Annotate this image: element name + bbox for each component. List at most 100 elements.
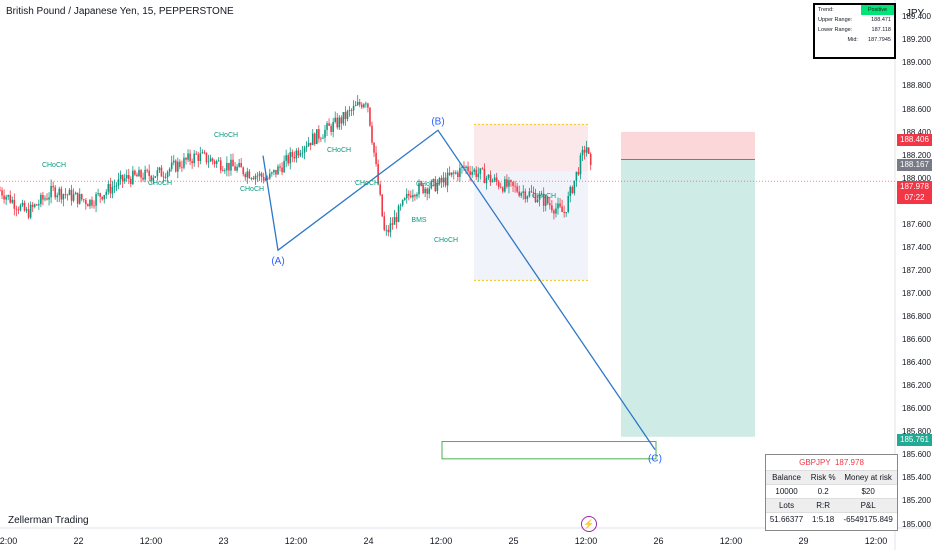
candle-body <box>252 178 255 180</box>
candle-body <box>209 158 212 162</box>
target-box <box>441 441 657 460</box>
candle-body <box>365 103 367 105</box>
candle-body <box>0 190 1 192</box>
candle-body <box>262 176 265 181</box>
candle-body <box>230 159 232 171</box>
candle-body <box>111 187 114 194</box>
y-tick-label: 185.200 <box>902 496 931 506</box>
x-tick-label: 12:00 <box>864 536 888 546</box>
candle-body <box>142 177 144 180</box>
candle-body <box>432 179 435 181</box>
candle-body <box>115 185 118 187</box>
candle-body <box>242 167 245 175</box>
candle-body <box>430 180 433 189</box>
candle-body <box>121 174 124 182</box>
candle-body <box>475 169 478 177</box>
pnl-value: -6549175.849 <box>839 512 897 526</box>
candle-body <box>78 194 81 204</box>
candle-body <box>185 157 187 160</box>
candle-body <box>301 152 304 154</box>
mid-value: 187.7945 <box>868 37 891 43</box>
candle-body <box>526 196 529 200</box>
wave-label: (A) <box>271 256 284 267</box>
candle-body <box>448 172 451 175</box>
candle-body <box>101 196 103 200</box>
candle-body <box>91 199 93 206</box>
candle-body <box>340 117 343 124</box>
candle-body <box>17 209 20 211</box>
y-tick-label: 185.000 <box>902 519 931 529</box>
target-price-tag: 185.761 <box>897 434 932 446</box>
x-tick-label: 25 <box>508 536 519 546</box>
candle-body <box>21 202 24 206</box>
candle-body <box>461 166 463 168</box>
candle-body <box>64 194 67 195</box>
lightning-icon[interactable]: ⚡ <box>581 516 597 532</box>
candle-body <box>426 188 428 194</box>
y-tick-label: 188.400 <box>902 127 931 137</box>
candle-body <box>269 173 271 179</box>
candle-body <box>401 199 404 206</box>
lower-range-value: 187.118 <box>871 27 891 33</box>
y-tick-label: 185.600 <box>902 450 931 460</box>
candle-body <box>569 187 572 197</box>
structure-label: CHoCH <box>240 186 264 193</box>
candle-body <box>132 170 134 185</box>
candle-body <box>528 191 531 197</box>
money-at-risk-header: Money at risk <box>839 470 897 485</box>
candle-body <box>68 189 71 196</box>
structure-label: CHoCH <box>42 162 66 169</box>
wave-label: (B) <box>431 116 444 127</box>
trend-label: Trend: <box>818 7 834 13</box>
wave-line <box>262 129 656 450</box>
structure-label: BMS <box>411 217 427 224</box>
candle-body <box>318 129 320 139</box>
money-at-risk-value: $20 <box>839 484 897 499</box>
candle-body <box>38 204 40 206</box>
candle-body <box>109 184 112 194</box>
candle-body <box>395 216 398 222</box>
x-tick-label: 29 <box>798 536 809 546</box>
candle-body <box>538 194 541 200</box>
candle-body <box>510 180 512 182</box>
candle-body <box>136 174 138 177</box>
candle-body <box>313 133 316 145</box>
candle-body <box>311 133 314 146</box>
candle-body <box>571 187 574 194</box>
candle-body <box>89 199 91 207</box>
candle-body <box>567 196 570 212</box>
candle-body <box>324 129 326 138</box>
candle-body <box>442 177 445 183</box>
candle-body <box>160 167 163 177</box>
structure-label: CHoCH <box>434 237 458 244</box>
candle-body <box>35 204 38 206</box>
candle-body <box>440 178 443 183</box>
candle-body <box>393 216 396 225</box>
position-panel: GBPJPY 187.978 Balance Risk % Money at r… <box>765 454 898 531</box>
candle-body <box>459 167 461 178</box>
candle-body <box>31 204 34 207</box>
candle-body <box>416 194 418 197</box>
currency-label[interactable]: JPY <box>905 8 925 19</box>
candle-body <box>246 171 249 178</box>
candle-body <box>256 175 259 177</box>
candle-body <box>83 199 85 201</box>
watermark: Zellerman Trading <box>8 515 89 526</box>
candle-body <box>275 169 277 175</box>
candle-body <box>379 184 381 195</box>
candle-body <box>391 223 394 225</box>
candle-body <box>373 142 375 153</box>
x-tick-label: 12:00 <box>139 536 163 546</box>
candle-body <box>277 166 279 175</box>
candle-body <box>467 166 469 172</box>
candle-body <box>424 188 426 193</box>
candle-body <box>587 147 590 154</box>
candle-body <box>477 173 480 177</box>
candle-body <box>199 153 202 162</box>
candle-body <box>405 193 408 199</box>
risk-value: 0.2 <box>807 484 840 499</box>
candle-body <box>407 193 410 196</box>
candle-body <box>512 181 514 186</box>
candle-body <box>258 173 261 176</box>
